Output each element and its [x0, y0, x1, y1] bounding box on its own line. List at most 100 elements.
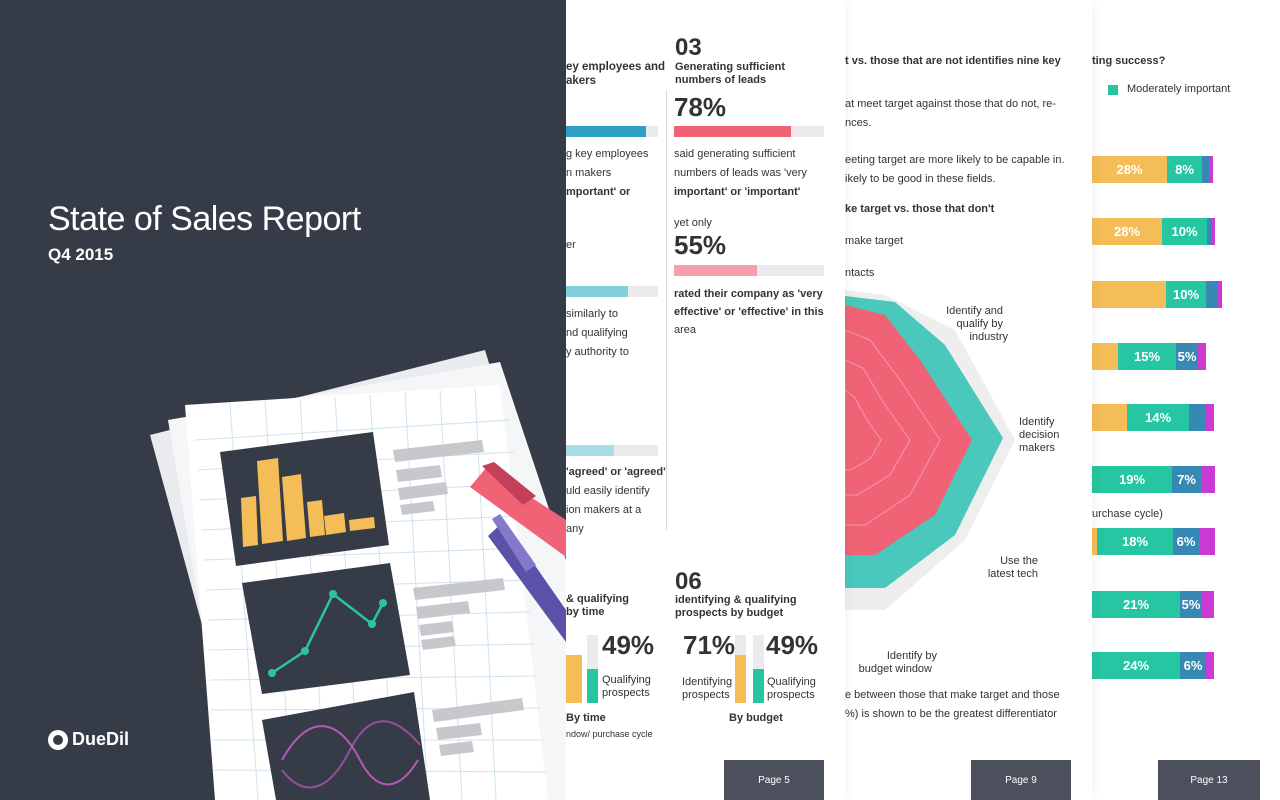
hbar-seg-magenta — [1206, 652, 1214, 679]
budget-bar-a — [735, 635, 746, 703]
section-03-heading: Generating sufficient — [675, 61, 786, 73]
hbar-seg-teal: 21% — [1092, 591, 1180, 618]
left-section-heading: ey employees and akers — [566, 61, 666, 87]
stat1-text: numbers of leads was 'very — [674, 167, 807, 179]
radar-label-industry: industry — [969, 331, 1008, 343]
duedil-logo-icon — [48, 729, 68, 750]
hbar-seg-teal: 15% — [1118, 343, 1176, 370]
time-caption-sub: ndow/ purchase cycle — [566, 729, 653, 739]
hbar-seg-blue: 7% — [1172, 466, 1201, 493]
left-text-line: g key employees — [566, 148, 649, 160]
stat1-bar-fill — [674, 126, 791, 137]
hbar-seg-teal: 14% — [1127, 404, 1189, 431]
wave-chart-panel — [262, 692, 430, 800]
page9-footer: %) is shown to be the greatest different… — [845, 708, 1057, 720]
stat2-text: area — [674, 324, 697, 336]
page13-heading: ting success? — [1092, 55, 1166, 67]
radar-label-decision: decision — [1019, 429, 1060, 441]
hbar-seg-teal: 24% — [1092, 652, 1180, 679]
stat2-text: effective' or 'effective' in this — [674, 306, 824, 318]
purple-pen-icon — [488, 514, 566, 642]
page-13-label[interactable]: Page 13 — [1158, 760, 1260, 800]
hbar-seg-magenta — [1201, 466, 1215, 493]
left-text-line: ion makers at a — [566, 504, 642, 516]
stat-78-percent: 78% — [674, 92, 727, 122]
left-text-line: any — [566, 523, 584, 535]
column-divider — [666, 90, 667, 530]
text-lines-3 — [432, 698, 524, 756]
radar-label-tech: latest tech — [987, 568, 1038, 580]
document-illustration — [150, 350, 566, 800]
text-lines-1 — [393, 440, 484, 515]
budget-label-a: prospects — [682, 689, 730, 701]
budget-stat-b: 49% — [766, 630, 819, 660]
hbar-seg-teal: 18% — [1097, 528, 1173, 555]
stat1-text: important' or 'important' — [674, 186, 801, 198]
radar-label-industry: Identify and — [946, 305, 1003, 317]
page-5-label[interactable]: Page 5 — [724, 760, 824, 800]
budget-caption: By budget — [729, 712, 783, 724]
legend-moderate: Moderately important — [1127, 83, 1231, 95]
hbar-seg-yellow — [1092, 528, 1097, 555]
report-cover: State of Sales Report Q4 2015 DueDil — [0, 0, 566, 800]
time-heading: & qualifying — [566, 593, 629, 605]
hbar-seg-blue — [1206, 281, 1218, 308]
page-9: t vs. those that are not identifies nine… — [845, 0, 1092, 800]
left-bar-2 — [566, 286, 658, 297]
hbar-row: 14% — [1092, 404, 1214, 431]
left-text-line: nd qualifying — [566, 327, 628, 339]
hbar-seg-magenta — [1211, 218, 1215, 245]
radar-label-decision: makers — [1019, 442, 1056, 454]
hbar-seg-blue: 5% — [1176, 343, 1198, 370]
page9-para: at meet target against those that do not… — [845, 98, 1056, 110]
page-9-label[interactable]: Page 9 — [971, 760, 1071, 800]
time-stat: 49% — [602, 630, 655, 660]
hbar-seg-magenta — [1198, 343, 1206, 370]
left-text-line: similarly to — [566, 308, 618, 320]
hbar-row: 15% 5% — [1092, 343, 1206, 370]
line-chart-panel — [242, 563, 410, 694]
hbar-seg-yellow — [1092, 343, 1118, 370]
radar-label-industry: qualify by — [956, 318, 1003, 330]
section-number-06: 06 — [675, 568, 702, 595]
hbar-seg-blue: 6% — [1180, 652, 1206, 679]
time-label: prospects — [602, 687, 650, 699]
left-text-line: 'agreed' or 'agreed' — [566, 466, 666, 478]
bar-chart-panel — [220, 432, 389, 566]
left-bar-3 — [566, 445, 658, 456]
page13-note: urchase cycle) — [1092, 508, 1163, 520]
budget-label-a: Identifying — [682, 676, 733, 688]
time-bar-identify — [566, 655, 582, 703]
page9-heading: t vs. those that are not identifies nine… — [845, 55, 1061, 67]
section-03-heading: numbers of leads — [675, 74, 767, 86]
text-lines-2 — [413, 578, 505, 650]
radar-chart — [845, 290, 1015, 610]
yet-only-text: yet only — [674, 217, 712, 229]
left-text-line: er — [566, 239, 576, 251]
stat2-bar-track — [674, 265, 824, 276]
section-number-03: 03 — [675, 34, 702, 61]
report-title: State of Sales Report — [48, 200, 361, 238]
brand-logo[interactable]: DueDil — [48, 729, 129, 750]
hbar-seg-blue — [1189, 404, 1206, 431]
stat1-text: said generating sufficient — [674, 148, 796, 160]
hbar-seg-magenta — [1209, 156, 1213, 183]
hbar-seg-teal: 19% — [1092, 466, 1172, 493]
hbar-seg-teal: 10% — [1162, 218, 1207, 245]
page9-para: ikely to be good in these fields. — [845, 173, 996, 185]
hbar-seg-teal: 10% — [1166, 281, 1206, 308]
hbar-seg-magenta — [1206, 404, 1214, 431]
left-text-line: uld easily identify — [566, 485, 650, 497]
hbar-row: 28% 8% — [1092, 156, 1213, 183]
page-13: ting success? Moderately important urcha… — [1092, 0, 1280, 800]
radar-label-tech: Use the — [1000, 555, 1038, 567]
hbar-seg-teal: 8% — [1167, 156, 1202, 183]
time-heading: by time — [566, 606, 605, 618]
page-5: ey employees and akers g key employees n… — [566, 0, 845, 800]
report-period: Q4 2015 — [48, 245, 114, 264]
hbar-seg-magenta — [1202, 591, 1214, 618]
hbar-row: 10% — [1092, 281, 1222, 308]
stat2-bar-fill — [674, 265, 757, 276]
hbar-seg-yellow: 28% — [1092, 218, 1162, 245]
hbar-row: 21% 5% — [1092, 591, 1214, 618]
